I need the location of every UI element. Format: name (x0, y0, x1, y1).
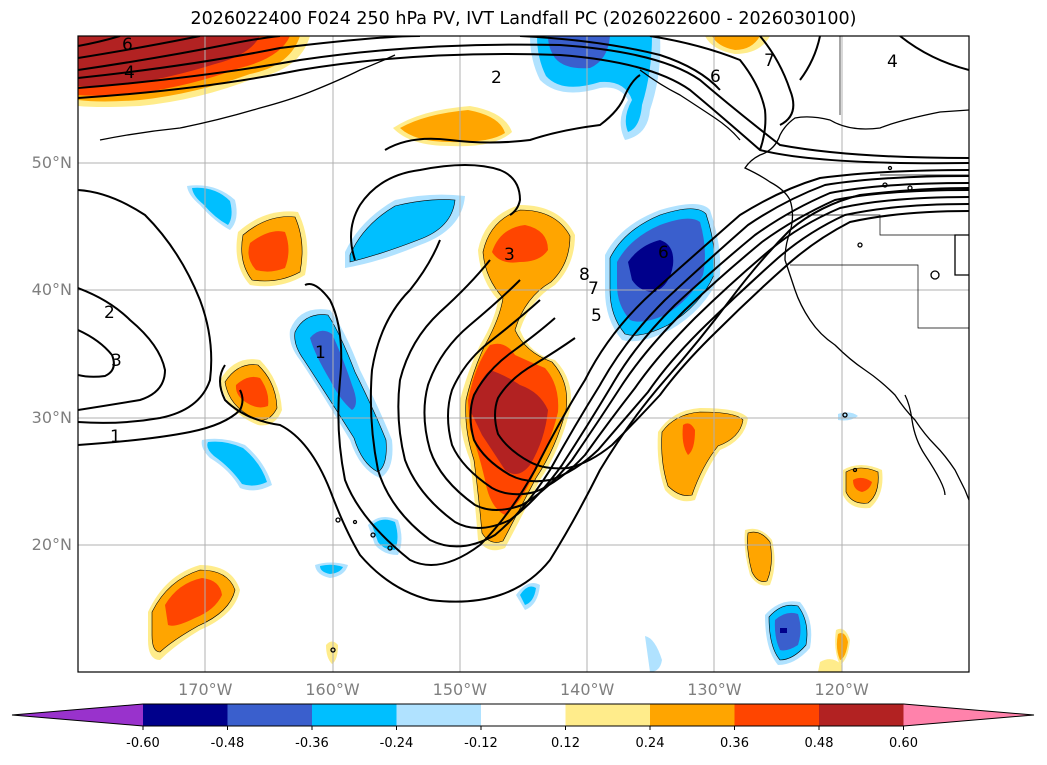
colorbar-tick-label: -0.60 (126, 736, 160, 751)
latitude-label: 50°N (31, 153, 72, 173)
colorbar-tick-label: 0.48 (804, 736, 834, 751)
contour-label: 1 (315, 343, 326, 363)
longitude-label: 160°W (305, 680, 360, 699)
pv-contours (78, 36, 969, 603)
longitude-label: 170°W (178, 680, 233, 699)
latitude-label: 20°N (31, 534, 72, 554)
contour-label: 2 (104, 303, 115, 323)
longitude-label: 150°W (432, 680, 488, 699)
contour-label: 7 (764, 51, 775, 71)
colorbar-tick-label: -0.24 (379, 736, 414, 751)
map-panel (78, 36, 969, 672)
state-borders (785, 36, 969, 329)
contour-label: 6 (710, 67, 721, 87)
map-title: 2026022400 F024 250 hPa PV, IVT Landfall… (190, 9, 857, 29)
colorbar-extend-high (903, 704, 1034, 726)
colorbar-segment (650, 704, 735, 726)
contour-label: 3 (111, 351, 122, 371)
colorbar-segment (227, 704, 313, 726)
colorbar-segment (481, 704, 566, 726)
colorbar-tick-label: -0.36 (295, 736, 329, 751)
colorbar-tick-label: 0.36 (720, 736, 749, 751)
colorbar-extend-low (12, 704, 143, 726)
colorbar-segment (312, 704, 397, 726)
graticule (78, 36, 969, 672)
pc-shading (78, 36, 883, 672)
map-frame (77, 35, 970, 673)
latitude-label: 40°N (31, 280, 72, 300)
contour-label: 2 (491, 68, 502, 88)
colorbar-tick-label: -0.12 (464, 736, 498, 751)
colorbar-tick-label: 0.60 (889, 736, 918, 751)
longitude-label: 130°W (687, 680, 742, 699)
colorbar-segment (143, 704, 228, 726)
contour-label: 8 (579, 265, 590, 285)
contour-label: 1 (110, 427, 121, 447)
longitude-label: 120°W (814, 680, 869, 699)
colorbar-tick-label: 0.12 (551, 736, 580, 751)
colorbar-segment (819, 704, 904, 726)
colorbar-segment (396, 704, 482, 726)
contour-label: 5 (591, 306, 602, 326)
colorbar (11, 703, 1035, 730)
contour-label: 3 (504, 245, 515, 265)
colorbar-tick-label: 0.24 (635, 736, 665, 751)
longitude-label: 140°W (559, 680, 615, 699)
colorbar-segment (565, 704, 651, 726)
contour-label: 4 (124, 63, 135, 83)
contour-label: 6 (658, 243, 669, 263)
colorbar-segment (734, 704, 820, 726)
contour-label: 7 (588, 279, 599, 299)
contour-label: 6 (122, 35, 133, 55)
colorbar-tick-label: -0.48 (210, 736, 245, 751)
latitude-label: 30°N (31, 407, 72, 427)
contour-label: 4 (887, 52, 898, 72)
